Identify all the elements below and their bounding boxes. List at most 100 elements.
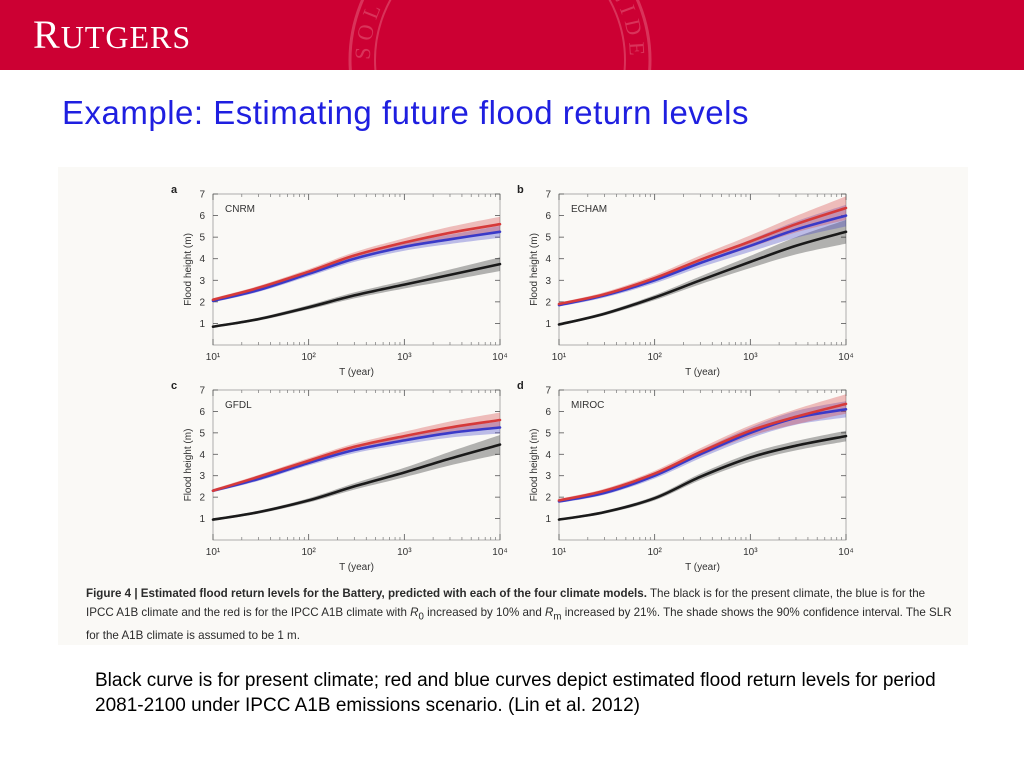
chart-panel-c: 10¹ 10² 10³ 10⁴ 1 2 3 4 5 6 7 T (year) Flood height … (171, 380, 508, 573)
x-axis-label: T (year) (339, 367, 374, 378)
x-tick-label: 10⁴ (838, 547, 853, 558)
chart-panel-b: 10¹ 10² 10³ 10⁴ 1 2 3 4 5 6 7 T (year) Flood height … (517, 184, 854, 378)
y-tick-label: 7 (545, 386, 551, 397)
plot-frame (558, 389, 847, 541)
x-tick-label: 10⁴ (492, 352, 507, 363)
x-tick-label: 10² (647, 352, 662, 363)
series-line (211, 222, 502, 301)
y-tick-label: 4 (199, 254, 205, 265)
model-name: ECHAM (571, 204, 607, 215)
x-tick-label: 10³ (397, 352, 412, 363)
caption-r0-sub: 0 (418, 611, 424, 623)
y-tick-label: 7 (199, 190, 205, 201)
x-axis-label: T (year) (339, 562, 374, 573)
y-tick-label: 1 (199, 514, 205, 525)
x-tick-label: 10² (301, 547, 316, 558)
y-tick-label: 1 (545, 319, 551, 330)
y-tick-label: 2 (199, 297, 205, 308)
slide-title: Example: Estimating future flood return … (62, 94, 749, 131)
x-tick-label: 10¹ (552, 352, 567, 363)
y-tick-label: 2 (545, 297, 551, 308)
y-tick-label: 4 (199, 450, 205, 461)
chart-panel-a: 10¹ 10² 10³ 10⁴ 1 2 3 4 5 6 7 T (year) Flood height … (171, 184, 508, 378)
slide-note: Black curve is for present climate; red … (95, 670, 936, 716)
logo-rest: UTGERS (60, 19, 192, 55)
series-line (557, 402, 848, 502)
y-tick-label: 3 (199, 276, 205, 287)
confidence-band (559, 394, 846, 502)
y-tick-label: 3 (545, 276, 551, 287)
y-axis-label: Flood height (m) (529, 233, 540, 306)
y-axis-label: Flood height (m) (183, 429, 194, 502)
x-tick-label: 10² (647, 547, 662, 558)
model-name: MIROC (571, 400, 604, 411)
confidence-band (213, 257, 500, 328)
y-tick-label: 3 (199, 471, 205, 482)
series-line (211, 262, 502, 328)
logo-initial: R (33, 12, 61, 57)
header-banner: SOL IUSTITIAE ET OCCIDENTEM ILLUSTRA RUT… (0, 0, 1024, 70)
y-tick-label: 3 (545, 471, 551, 482)
panel-letter: b (517, 184, 524, 196)
y-tick-label: 5 (199, 428, 205, 439)
series-line (211, 426, 502, 492)
series-line (557, 206, 848, 306)
y-axis-label: Flood height (m) (183, 233, 194, 306)
plot-frame (212, 389, 501, 541)
x-tick-label: 10⁴ (492, 547, 507, 558)
panel-letter: a (171, 184, 178, 196)
panel-letter: c (171, 380, 177, 392)
y-tick-label: 7 (545, 190, 551, 201)
plot-frame (558, 193, 847, 346)
rutgers-logo[interactable]: RUTGERS (33, 10, 191, 62)
y-tick-label: 7 (199, 386, 205, 397)
y-tick-label: 5 (545, 428, 551, 439)
caption-rm: R (545, 606, 554, 619)
y-tick-label: 6 (199, 407, 205, 418)
figure-panel: 10¹ 10² 10³ 10⁴ 1 2 3 4 5 6 7 T (year) Flood height … (58, 167, 968, 645)
confidence-band (213, 421, 500, 493)
x-tick-label: 10⁴ (838, 352, 853, 363)
series-line (557, 434, 848, 521)
figure-caption: Figure 4 | Estimated flood return levels… (86, 584, 956, 645)
series-line (211, 230, 502, 303)
caption-text-a: The black is for the present climate, th… (86, 587, 926, 619)
x-tick-label: 10¹ (206, 547, 221, 558)
panel-letter: d (517, 380, 524, 392)
caption-heading: Figure 4 | Estimated flood return levels… (86, 587, 647, 600)
x-axis-label: T (year) (685, 562, 720, 573)
rutgers-seal-watermark: SOL IUSTITIAE ET OCCIDENTEM ILLUSTRA (330, 0, 652, 70)
flood-return-charts: 10¹ 10² 10³ 10⁴ 1 2 3 4 5 6 7 T (year) Flood height … (171, 184, 854, 573)
model-name: GFDL (225, 400, 252, 411)
caption-text-b: increased by 10% and (423, 606, 546, 619)
x-tick-label: 10³ (743, 352, 758, 363)
y-tick-label: 2 (199, 493, 205, 504)
x-tick-label: 10² (301, 352, 316, 363)
y-tick-label: 1 (545, 514, 551, 525)
y-tick-label: 1 (199, 319, 205, 330)
caption-rm-sub: m (553, 611, 562, 623)
y-axis-label: Flood height (m) (529, 429, 540, 502)
chart-panel-d: 10¹ 10² 10³ 10⁴ 1 2 3 4 5 6 7 T (year) Flood height … (517, 380, 854, 573)
svg-text:SOL IUSTITIAE ET OCCIDENTEM IL: SOL IUSTITIAE ET OCCIDENTEM ILLUSTRA (330, 0, 650, 62)
confidence-band (559, 219, 846, 326)
x-tick-label: 10¹ (206, 352, 221, 363)
plot-frame (212, 193, 501, 346)
y-tick-label: 6 (545, 211, 551, 222)
confidence-band (559, 204, 846, 307)
y-tick-label: 2 (545, 493, 551, 504)
y-tick-label: 5 (199, 233, 205, 244)
series-line (557, 230, 848, 326)
y-tick-label: 6 (545, 407, 551, 418)
x-axis-label: T (year) (685, 367, 720, 378)
y-tick-label: 4 (545, 450, 551, 461)
caption-r0: R (410, 606, 419, 619)
series-line (211, 418, 502, 492)
y-tick-label: 5 (545, 233, 551, 244)
model-name: CNRM (225, 204, 255, 215)
caption-text-c: increased by 21%. The shade shows the 90… (86, 606, 952, 643)
series-line (211, 443, 502, 521)
x-tick-label: 10³ (397, 547, 412, 558)
y-tick-label: 6 (199, 211, 205, 222)
x-tick-label: 10³ (743, 547, 758, 558)
